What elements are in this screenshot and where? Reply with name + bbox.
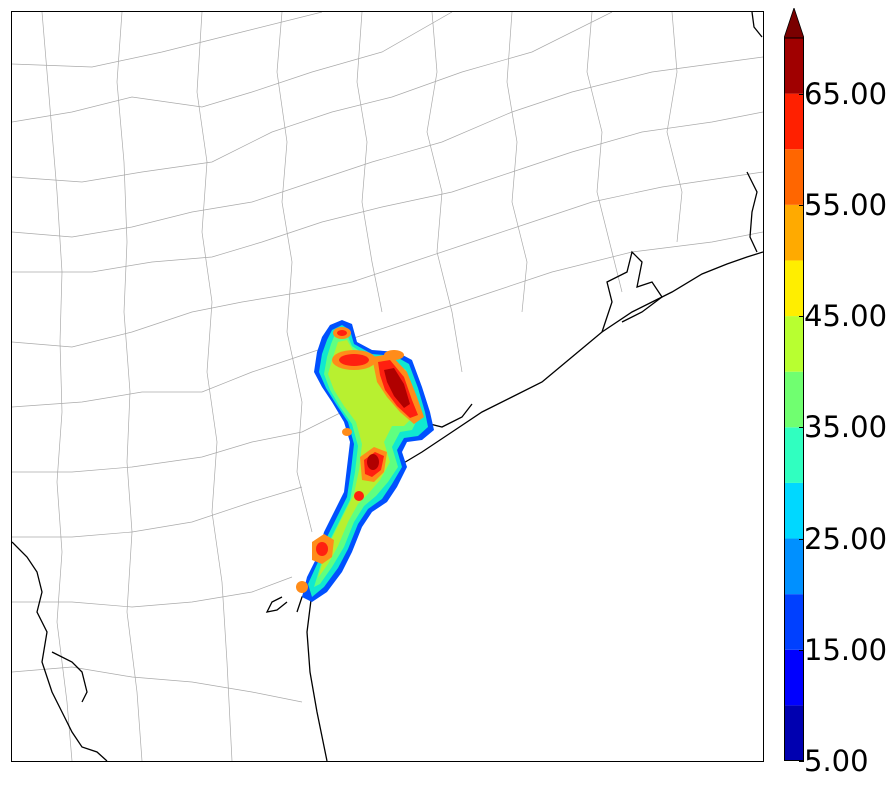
colorbar-tick-label: 55.00 bbox=[804, 187, 888, 222]
county-boundaries bbox=[12, 12, 763, 761]
colorbar-tick-mark bbox=[799, 93, 804, 95]
colorbar-tick-label: 65.00 bbox=[804, 76, 888, 111]
colorbar-extend-max bbox=[784, 8, 804, 39]
colorbar-band bbox=[784, 149, 804, 205]
colorbar-band bbox=[784, 316, 804, 372]
colorbar-tick-label: 35.00 bbox=[804, 410, 888, 445]
colorbar-band bbox=[784, 705, 804, 761]
colorbar-band bbox=[784, 371, 804, 428]
colorbar-band bbox=[784, 93, 804, 150]
map-canvas bbox=[12, 12, 763, 761]
colorbar-band bbox=[784, 649, 804, 706]
colorbar-tick-label: 5.00 bbox=[804, 744, 869, 778]
colorbar-tick-mark bbox=[799, 204, 804, 206]
colorbar-tick-label: 45.00 bbox=[804, 299, 888, 334]
colorbar-band bbox=[784, 38, 804, 94]
colorbar-tick-label: 25.00 bbox=[804, 521, 888, 556]
colorbar bbox=[784, 8, 804, 761]
colorbar-band bbox=[784, 204, 804, 261]
colorbar-tick-mark bbox=[799, 316, 804, 318]
colorbar-tick-mark bbox=[799, 427, 804, 429]
colorbar-band bbox=[784, 538, 804, 595]
colorbar-band bbox=[784, 594, 804, 650]
map-panel bbox=[11, 11, 764, 762]
precipitation-field bbox=[296, 320, 434, 602]
colorbar-tick-mark bbox=[799, 649, 804, 651]
colorbar-band bbox=[784, 427, 804, 483]
colorbar-tick-mark bbox=[799, 538, 804, 540]
colorbar-outline bbox=[784, 37, 804, 761]
colorbar-tick-mark bbox=[799, 761, 804, 762]
colorbar-band bbox=[784, 260, 804, 317]
colorbar-band bbox=[784, 482, 804, 539]
colorbar-tick-label: 15.00 bbox=[804, 632, 888, 667]
